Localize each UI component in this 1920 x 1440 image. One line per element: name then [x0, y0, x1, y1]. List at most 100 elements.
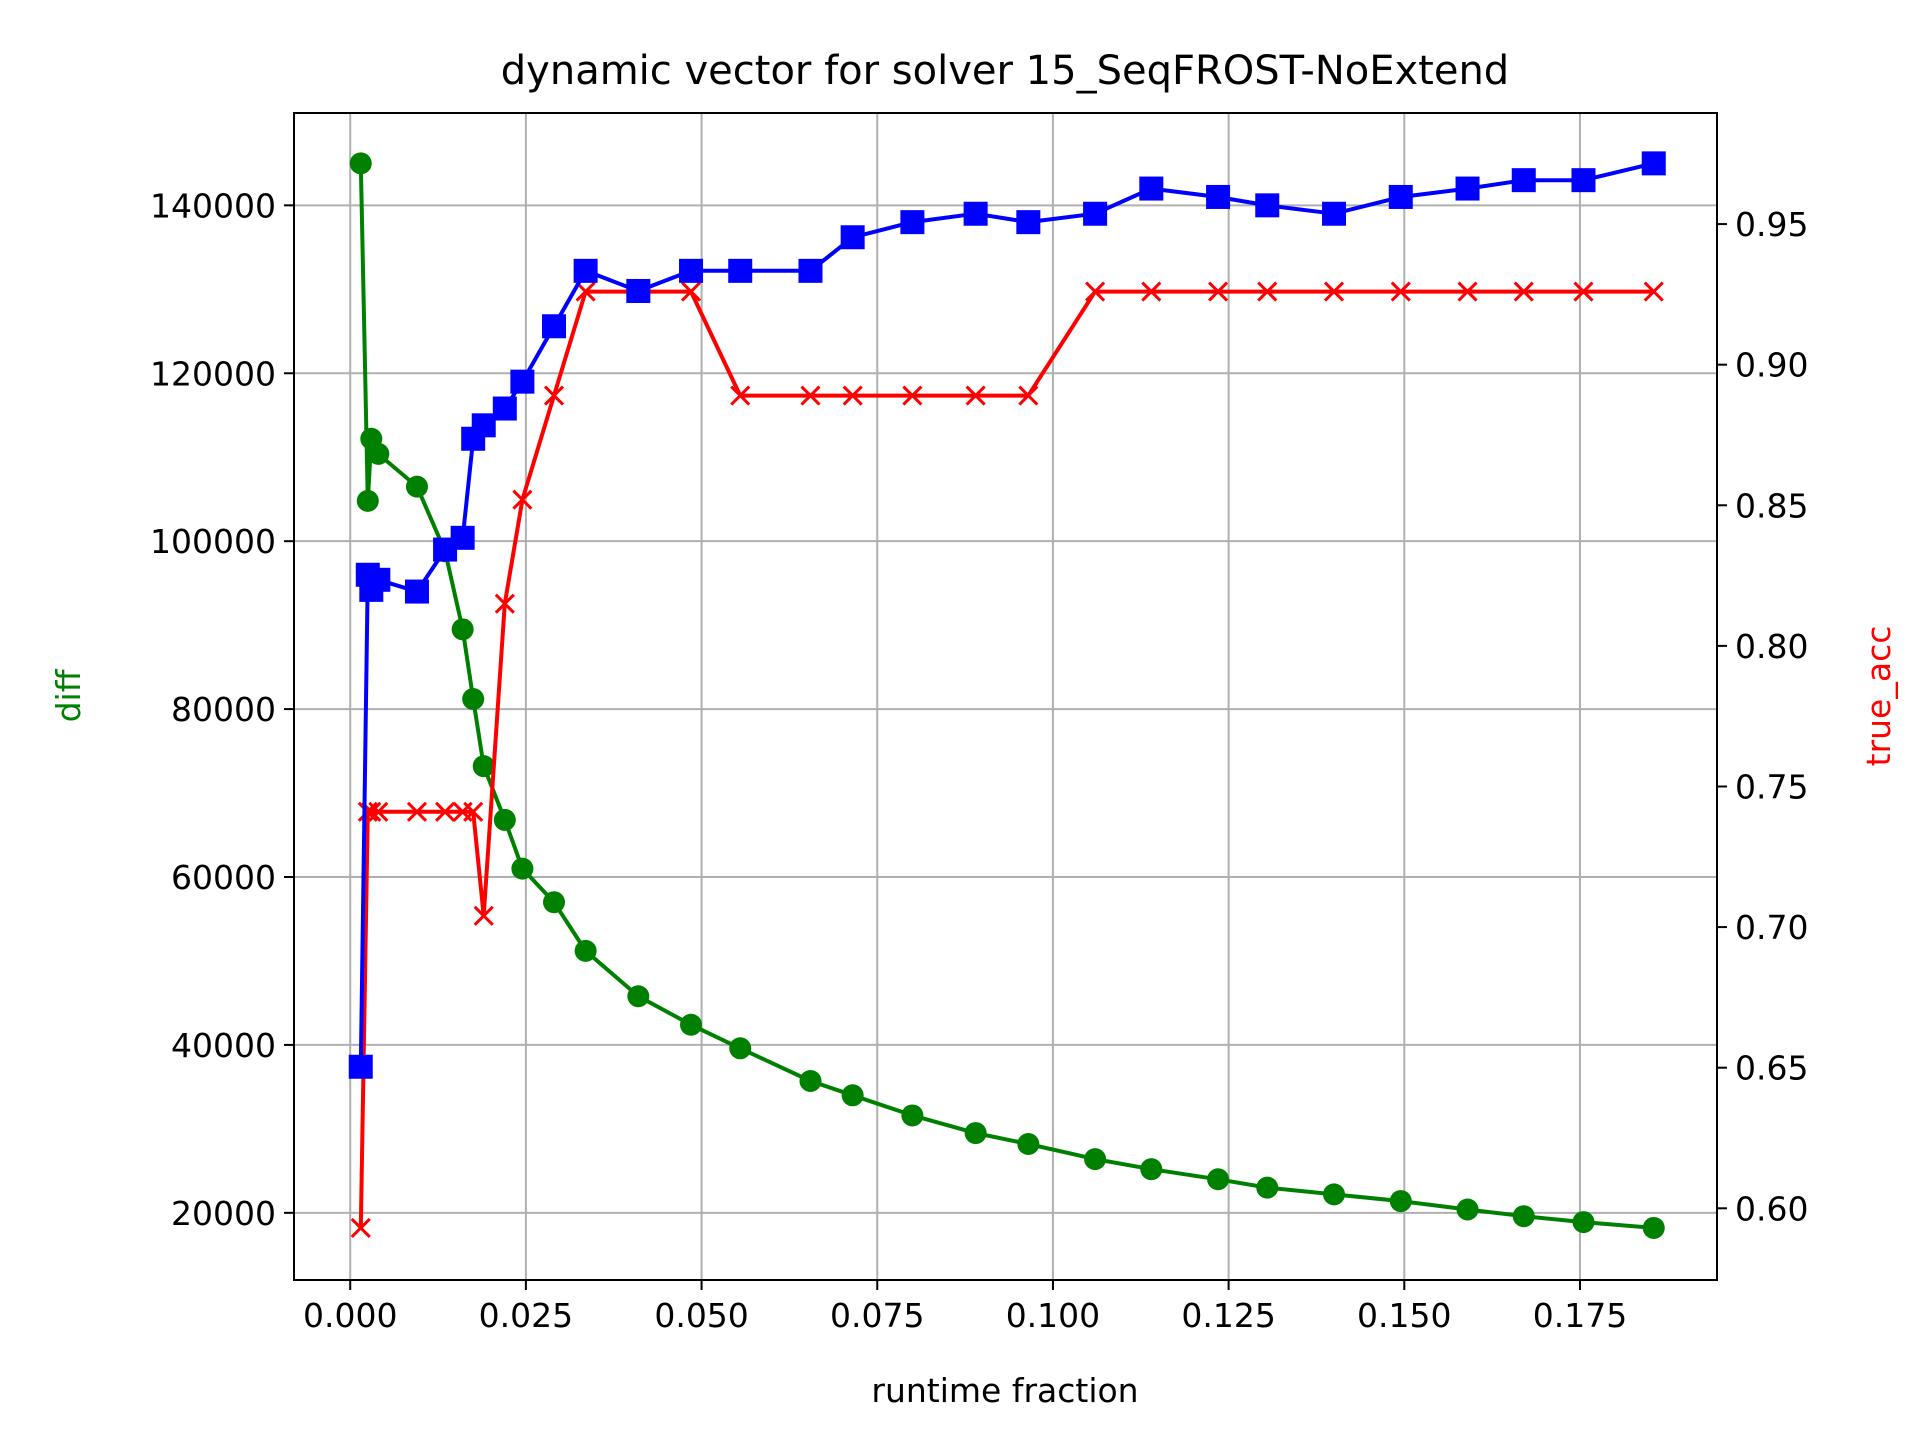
data-point-square [1511, 168, 1536, 193]
data-point-circle [1256, 1176, 1279, 1199]
data-point-square [1083, 201, 1108, 226]
y-right-tick-label: 0.95 [1735, 205, 1808, 244]
data-point-x [1390, 281, 1411, 302]
data-point-x [730, 385, 751, 406]
data-point-circle [1456, 1198, 1479, 1221]
data-point-circle [472, 755, 495, 778]
data-point-x [368, 801, 389, 822]
data-point-circle [1572, 1211, 1595, 1234]
data-point-circle [799, 1070, 822, 1093]
data-point-x [1257, 281, 1278, 302]
y-left-tick-label: 60000 [171, 858, 276, 897]
data-point-square [1139, 176, 1164, 201]
data-point-square [728, 258, 753, 283]
data-point-circle [729, 1037, 752, 1060]
data-point-x [902, 385, 923, 406]
data-point-square [1322, 201, 1347, 226]
x-tick-label: 0.125 [1181, 1296, 1275, 1335]
x-tick-label: 0.075 [830, 1296, 924, 1335]
data-point-square [1641, 151, 1666, 176]
data-point-circle [574, 939, 597, 962]
data-point-square [404, 579, 429, 604]
x-tick-label: 0.025 [479, 1296, 573, 1335]
data-point-square [1255, 193, 1280, 218]
data-point-square [626, 278, 651, 303]
series-square [348, 151, 1666, 1079]
y-left-tick-label: 100000 [150, 522, 276, 561]
y-left-tick-label: 40000 [171, 1026, 276, 1065]
data-point-x [842, 385, 863, 406]
data-point-circle [1512, 1205, 1535, 1228]
data-point-x [1573, 281, 1594, 302]
data-point-square [840, 225, 865, 250]
data-point-x [494, 593, 515, 614]
data-point-square [348, 1054, 373, 1079]
y-axis-left-title: diff [49, 668, 88, 722]
data-point-square [492, 396, 517, 421]
data-point-x [435, 801, 456, 822]
y-right-tick-label: 0.80 [1735, 627, 1808, 666]
data-point-x [1457, 281, 1478, 302]
y-left-tick-label: 20000 [171, 1194, 276, 1233]
data-point-circle [367, 442, 390, 465]
data-point-circle [1140, 1158, 1163, 1181]
data-point-circle [1642, 1216, 1665, 1239]
x-tick-label: 0.000 [303, 1296, 397, 1335]
data-point-x [463, 801, 484, 822]
data-point-circle [349, 152, 372, 175]
y-left-tick-label: 140000 [150, 186, 276, 225]
data-point-circle [964, 1122, 987, 1145]
data-point-circle [405, 475, 428, 498]
x-tick-label: 0.150 [1357, 1296, 1451, 1335]
data-point-x [543, 385, 565, 406]
y-left-tick-label: 120000 [150, 354, 276, 393]
x-tick-label: 0.050 [654, 1296, 748, 1335]
y-right-tick-label: 0.90 [1735, 346, 1808, 385]
axes: 0.000 0.025 0.050 0.075 0.100 0.125 0.150 0.175… [150, 186, 1808, 1335]
data-point-x [473, 905, 494, 926]
data-point-x [1018, 385, 1039, 406]
data-point-square [1388, 184, 1413, 209]
data-point-circle [1389, 1190, 1412, 1213]
data-point-circle [841, 1084, 864, 1107]
x-tick-label: 0.100 [1006, 1296, 1100, 1335]
data-point-x [406, 801, 428, 822]
y-axis-right-title: true_acc [1859, 626, 1898, 767]
data-point-x [1208, 281, 1229, 302]
data-point-x [1085, 281, 1106, 302]
y-left-tick-label: 80000 [171, 690, 276, 729]
x-tick-label: 0.175 [1533, 1296, 1627, 1335]
data-point-square [1571, 168, 1596, 193]
data-point-square [900, 210, 925, 235]
chart-title: dynamic vector for solver 15_SeqFROST-No… [501, 48, 1509, 94]
data-point-circle [901, 1104, 924, 1127]
data-point-square [542, 314, 567, 339]
data-point-circle [462, 688, 485, 711]
data-point-circle [493, 808, 516, 831]
data-point-circle [451, 618, 474, 641]
data-point-square [1206, 184, 1231, 209]
data-point-circle [511, 857, 534, 880]
plot-series [348, 151, 1666, 1239]
data-point-circle [356, 489, 379, 512]
data-point-square [510, 369, 535, 394]
data-point-circle [543, 891, 566, 914]
data-point-square [679, 258, 704, 283]
data-point-square [450, 525, 475, 550]
data-point-circle [627, 985, 650, 1008]
data-point-circle [680, 1013, 703, 1036]
data-point-square [798, 258, 823, 283]
y-right-tick-label: 0.75 [1735, 767, 1808, 806]
data-point-x [350, 1217, 371, 1239]
data-point-circle [1084, 1148, 1107, 1171]
data-point-circle [1323, 1183, 1346, 1206]
data-point-x [800, 385, 821, 406]
data-point-x [512, 489, 533, 510]
data-point-x [965, 385, 986, 406]
data-point-square [963, 201, 988, 226]
data-point-circle [1207, 1168, 1230, 1191]
data-point-circle [1017, 1132, 1040, 1155]
x-axis-title: runtime fraction [871, 1371, 1138, 1410]
